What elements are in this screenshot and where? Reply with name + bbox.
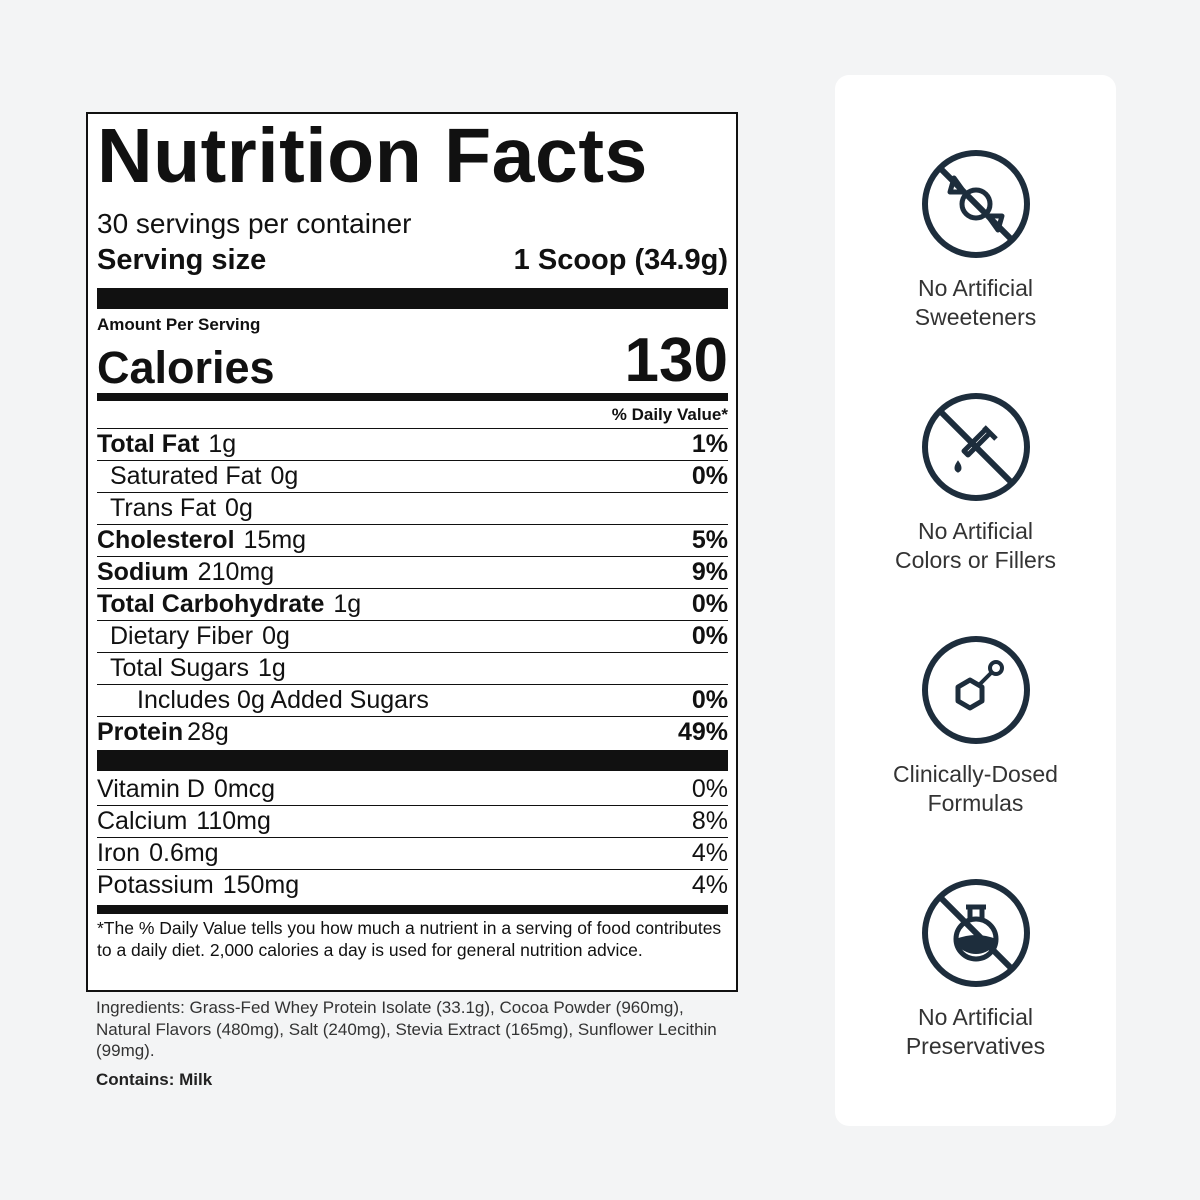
vitamin-amount: 150mg [222,871,300,899]
vitamin-row: Vitamin D 0mcg 0% [97,774,728,805]
contains-value: Milk [179,1070,213,1089]
badge-icon [921,150,1030,258]
badge-text: No Artificial Preservatives [835,1003,1116,1061]
badge-text: No Artificial Sweeteners [835,274,1116,332]
nutrient-row: Trans Fat 0g [97,492,728,524]
badge-icon [921,636,1030,744]
nutrient-name: Includes 0g Added Sugars [137,686,429,714]
nutrient-dv: 0% [691,686,728,714]
nutrient-amount: 210mg [197,558,275,586]
badge-line: No Artificial [917,275,1034,301]
nutrition-label: Nutrition Facts 30 servings per containe… [86,112,738,992]
badge-line: Preservatives [905,1033,1046,1059]
serving-size-row: Serving size 1 Scoop (34.9g) [97,242,728,278]
vitamin-name: Iron [97,839,141,867]
serving-size-label: Serving size [97,244,267,276]
vitamin-row: Calcium 110mg 8% [97,805,728,837]
servings: 30 servings per container [97,208,412,239]
vitamin-name: Calcium [97,807,188,835]
vitamin-amount: 0.6mg [149,839,219,867]
nutrient-amount: 1g [333,590,362,618]
daily-value-header: % Daily Value* [611,405,728,424]
badge: No Artificial Colors or Fillers [835,391,1116,575]
nutrient-amount: 0g [262,622,290,650]
badge: No Artificial Preservatives [835,877,1116,1061]
nutrient-dv: 0% [691,622,728,650]
nutrient-row: Protein 28g 49% [97,716,728,748]
badge-icon [921,393,1030,501]
vitamin-row: Potassium 150mg 4% [97,869,728,901]
nutrient-amount: 28g [187,718,229,746]
badge: No Artificial Sweeteners [835,148,1116,332]
badge-line: Clinically-Dosed [893,761,1058,787]
nutrient-dv: 0% [691,462,728,490]
nutrient-amount: 15mg [243,526,307,554]
nutrient-amount: 0g [225,494,253,522]
nutrient-row: Total Fat 1g 1% [97,428,728,460]
footnote: *The % Daily Value tells you how much a … [97,918,722,960]
nutrient-dv: 49% [677,718,728,746]
vitamin-amount: 110mg [196,807,271,835]
nutrient-name: Sodium [97,558,189,586]
vitamin-amount: 0mcg [213,775,276,803]
vitamin-dv: 8% [691,807,728,835]
vitamin-dv: 0% [691,775,728,803]
nutrient-row: Total Carbohydrate 1g 0% [97,588,728,620]
nutrient-name: Total Carbohydrate [97,590,325,618]
nutrient-name: Saturated Fat [110,462,262,490]
nutrient-row: Total Sugars 1g [97,652,728,684]
nutrient-row: Saturated Fat 0g 0% [97,460,728,492]
serving-size: 1 Scoop (34.9g) [513,244,728,276]
nutrient-dv: 1% [691,430,728,458]
calories-label: Calories [97,342,275,393]
nutrient-name: Dietary Fiber [110,622,254,650]
vitamin-rows: Vitamin D 0mcg 0% Calcium 110mg 8% Iron 0.6mg… [97,774,728,901]
nutrient-name: Cholesterol [97,526,235,554]
vitamin-name: Potassium [97,871,214,899]
nutrient-dv: 9% [691,558,728,586]
nutrient-dv: 5% [691,526,728,554]
nutrient-dv: 0% [691,590,728,618]
badge-card: No Artificial Sweeteners No Artificial Col… [835,75,1116,1126]
nutrient-amount: 1g [208,430,237,458]
thick-rule [97,288,728,309]
vitamin-row: Iron 0.6mg 4% [97,837,728,869]
badge-text: No Artificial Colors or Fillers [835,517,1116,575]
badge-line: Sweeteners [914,304,1037,330]
nutrient-name: Protein [97,718,184,746]
calories-value: 130 [624,326,728,395]
nutrient-rows: Total Fat 1g 1% Saturated Fat 0g 0% Trans Fa… [97,428,728,748]
contains-label: Contains: [96,1070,175,1089]
badge-line: No Artificial [917,1004,1034,1030]
badge-text: Clinically-Dosed Formulas [835,760,1116,818]
badge-icon [921,879,1030,987]
nutrient-row: Sodium 210mg 9% [97,556,728,588]
badge-line: No Artificial [917,518,1034,544]
medium-rule [97,393,728,401]
amount-per-serving: Amount Per Serving [97,315,261,334]
badge: Clinically-Dosed Formulas [835,634,1116,818]
nutrient-amount: 0g [270,462,299,490]
nutrient-row: Dietary Fiber 0g 0% [97,620,728,652]
vitamin-name: Vitamin D [97,775,205,803]
medium-rule [97,905,728,914]
nutrient-row: Cholesterol 15mg 5% [97,524,728,556]
vitamin-dv: 4% [691,839,728,867]
nutrient-row: Includes 0g Added Sugars 0% [97,684,728,716]
nutrient-name: Total Fat [97,430,200,458]
thick-rule [97,750,728,771]
nutrient-name: Total Sugars [110,654,249,682]
badge-line: Formulas [927,790,1024,816]
badge-line: Colors or Fillers [894,547,1057,573]
nutrient-name: Trans Fat [110,494,217,522]
ingredients: Ingredients: Grass-Fed Whey Protein Isol… [96,998,717,1060]
vitamin-dv: 4% [691,871,728,899]
calories-row: Calories 130 [97,326,728,396]
contains: Contains: Milk [96,1070,212,1090]
label-title: Nutrition Facts [97,113,648,199]
nutrient-amount: 1g [257,654,286,682]
